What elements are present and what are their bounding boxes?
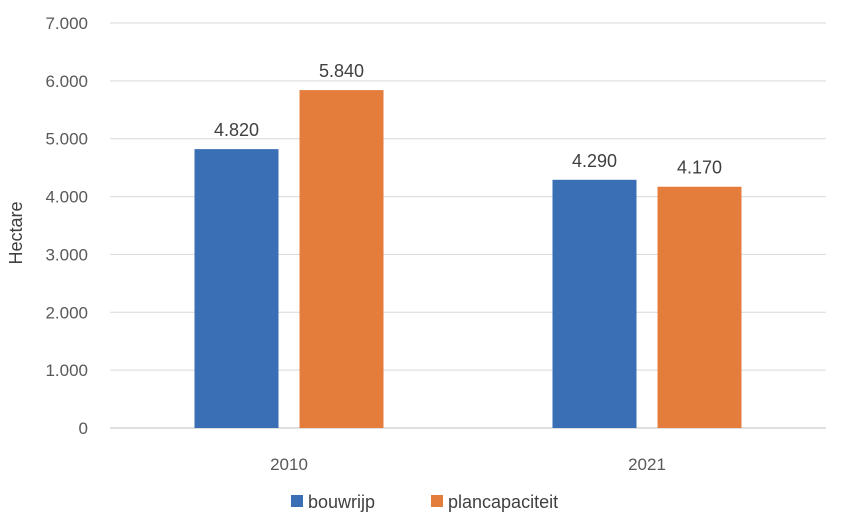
bar-bouwrijp-2021	[552, 179, 637, 428]
legend-item-plancapaciteit: plancapaciteit	[431, 492, 558, 512]
x-tick-label: 2021	[628, 455, 666, 474]
legend-label: plancapaciteit	[448, 492, 558, 512]
y-tick-label: 4.000	[45, 188, 88, 207]
data-labels: 4.820 5.840 4.290 4.170	[214, 61, 722, 178]
y-axis-ticks: 0 1.000 2.000 3.000 4.000 5.000 6.000 7.000	[45, 14, 88, 438]
y-axis-title: Hectare	[6, 201, 26, 264]
data-label-bouwrijp-2010: 4.820	[214, 120, 259, 140]
data-label-plancapaciteit-2021: 4.170	[677, 158, 722, 178]
bar-bouwrijp-2010	[194, 149, 279, 428]
y-tick-label: 7.000	[45, 14, 88, 33]
y-tick-label: 2.000	[45, 303, 88, 322]
legend-item-bouwrijp: bouwrijp	[291, 492, 375, 512]
bars	[194, 90, 742, 428]
legend-swatch	[431, 495, 443, 507]
bar-plancapaciteit-2021	[657, 186, 742, 428]
y-tick-label: 1.000	[45, 361, 88, 380]
y-tick-label: 6.000	[45, 72, 88, 91]
x-tick-label: 2010	[270, 455, 308, 474]
data-label-bouwrijp-2021: 4.290	[572, 151, 617, 171]
legend-swatch	[291, 495, 303, 507]
legend-label: bouwrijp	[308, 492, 375, 512]
bar-plancapaciteit-2010	[299, 90, 384, 428]
y-tick-label: 0	[79, 419, 88, 438]
y-tick-label: 3.000	[45, 245, 88, 264]
y-tick-label: 5.000	[45, 130, 88, 149]
data-label-plancapaciteit-2010: 5.840	[319, 61, 364, 81]
x-axis-ticks: 2010 2021	[270, 455, 666, 474]
legend: bouwrijp plancapaciteit	[291, 492, 558, 512]
